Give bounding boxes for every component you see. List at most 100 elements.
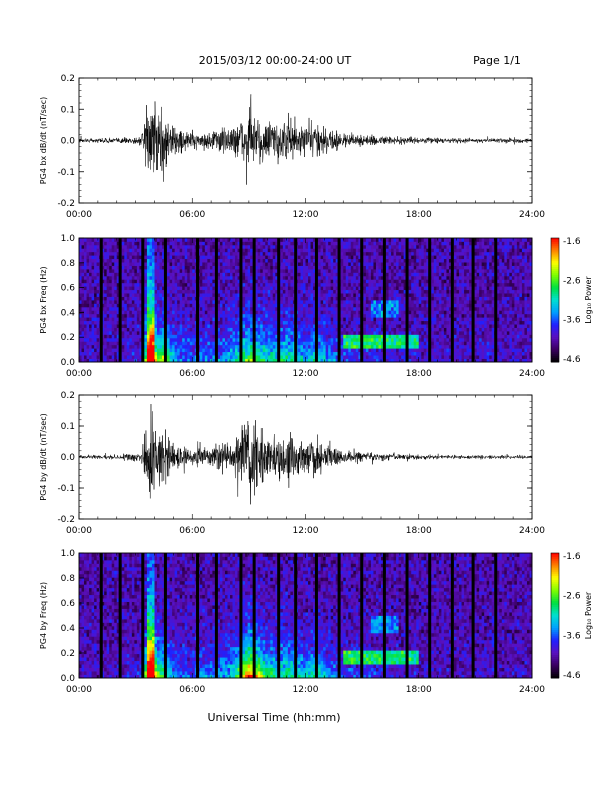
- heatmap-cell: [260, 352, 263, 356]
- heatmap-cell: [326, 348, 329, 352]
- heatmap-cell: [243, 241, 246, 245]
- heatmap-cell: [311, 297, 314, 301]
- heatmap-cell: [127, 241, 130, 245]
- heatmap-cell: [132, 283, 135, 287]
- heatmap-cell: [250, 328, 253, 332]
- heatmap-cell: [84, 314, 87, 318]
- heatmap-cell: [190, 293, 193, 297]
- heatmap-cell: [399, 297, 402, 301]
- heatmap-cell: [280, 355, 283, 359]
- heatmap-cell: [285, 276, 288, 280]
- heatmap-cell: [250, 293, 253, 297]
- heatmap-cell: [112, 300, 115, 304]
- heatmap-cell: [202, 334, 205, 338]
- heatmap-cell: [97, 307, 100, 311]
- heatmap-cell: [180, 310, 183, 314]
- heatmap-cell: [122, 341, 125, 345]
- heatmap-cell: [311, 272, 314, 276]
- heatmap-cell: [107, 317, 110, 321]
- heatmap-cell: [306, 321, 309, 325]
- heatmap-cell: [190, 328, 193, 332]
- heatmap-cell: [144, 276, 147, 280]
- heatmap-cell: [87, 293, 90, 297]
- heatmap-cell: [288, 266, 291, 270]
- heatmap-cell: [132, 303, 135, 307]
- heatmap-cell: [260, 307, 263, 311]
- heatmap-cell: [285, 334, 288, 338]
- heatmap-cell: [104, 259, 107, 263]
- heatmap-cell: [227, 300, 230, 304]
- heatmap-cell: [285, 341, 288, 345]
- heatmap-cell: [371, 334, 374, 338]
- heatmap-cell: [348, 303, 351, 307]
- heatmap-cell: [109, 355, 112, 359]
- heatmap-cell: [270, 310, 273, 314]
- heatmap-cell: [220, 324, 223, 328]
- heatmap-cell: [233, 348, 236, 352]
- heatmap-cell: [104, 266, 107, 270]
- heatmap-cell: [107, 238, 110, 242]
- heatmap-cell: [175, 352, 178, 356]
- heatmap-cell: [386, 331, 389, 335]
- heatmap-cell: [306, 286, 309, 290]
- heatmap-cell: [288, 293, 291, 297]
- heatmap-cell: [155, 286, 158, 290]
- heatmap-cell: [343, 355, 346, 359]
- heatmap-cell: [306, 238, 309, 242]
- heatmap-cell: [122, 241, 125, 245]
- heatmap-cell: [144, 293, 147, 297]
- heatmap-cell: [396, 341, 399, 345]
- heatmap-cell: [416, 321, 419, 325]
- heatmap-cell: [368, 341, 371, 345]
- heatmap-cell: [157, 266, 160, 270]
- heatmap-cell: [389, 331, 392, 335]
- heatmap-cell: [416, 300, 419, 304]
- heatmap-cell: [134, 297, 137, 301]
- heatmap-cell: [182, 293, 185, 297]
- heatmap-cell: [346, 283, 349, 287]
- heatmap-cell: [92, 338, 95, 342]
- heatmap-cell: [175, 324, 178, 328]
- heatmap-cell: [280, 245, 283, 249]
- heatmap-cell: [187, 259, 190, 263]
- heatmap-cell: [376, 338, 379, 342]
- heatmap-cell: [124, 279, 127, 283]
- heatmap-cell: [416, 324, 419, 328]
- heatmap-cell: [134, 241, 137, 245]
- heatmap-cell: [187, 310, 190, 314]
- heatmap-cell: [182, 262, 185, 266]
- heatmap-cell: [172, 328, 175, 332]
- heatmap-cell: [288, 348, 291, 352]
- heatmap-cell: [155, 328, 158, 332]
- heatmap-cell: [270, 297, 273, 301]
- heatmap-cell: [205, 255, 208, 259]
- heatmap-cell: [134, 324, 137, 328]
- heatmap-cell: [283, 279, 286, 283]
- heatmap-cell: [129, 310, 132, 314]
- heatmap-cell: [152, 331, 155, 335]
- heatmap-cell: [245, 355, 248, 359]
- heatmap-cell: [210, 252, 213, 256]
- heatmap-cell: [308, 352, 311, 356]
- heatmap-cell: [399, 317, 402, 321]
- heatmap-cell: [107, 341, 110, 345]
- heatmap-cell: [268, 262, 271, 266]
- heatmap-cell: [368, 262, 371, 266]
- heatmap-cell: [207, 286, 210, 290]
- heatmap-cell: [416, 266, 419, 270]
- heatmap-cell: [185, 259, 188, 263]
- heatmap-cell: [230, 241, 233, 245]
- heatmap-cell: [328, 286, 331, 290]
- heatmap-cell: [273, 283, 276, 287]
- heatmap-cell: [285, 300, 288, 304]
- heatmap-cell: [285, 269, 288, 273]
- heatmap-cell: [124, 293, 127, 297]
- heatmap-cell: [343, 348, 346, 352]
- heatmap-cell: [157, 279, 160, 283]
- heatmap-cell: [258, 252, 261, 256]
- heatmap-cell: [167, 241, 170, 245]
- heatmap-cell: [82, 245, 85, 249]
- heatmap-cell: [230, 303, 233, 307]
- heatmap-cell: [373, 290, 376, 294]
- heatmap-cell: [318, 317, 321, 321]
